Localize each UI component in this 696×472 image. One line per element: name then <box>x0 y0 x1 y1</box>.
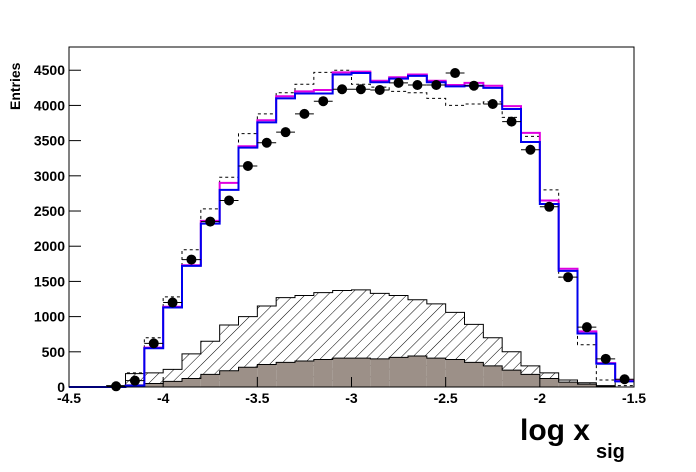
histogram-bar <box>558 382 578 387</box>
y-tick-label: 1000 <box>34 309 65 325</box>
histogram-bar <box>521 374 540 387</box>
y-tick-label: 4500 <box>34 62 65 78</box>
histogram-bar <box>144 383 164 387</box>
data-point <box>525 144 536 155</box>
x-axis-title: log x <box>520 414 590 447</box>
data-point <box>186 254 197 265</box>
histogram-bar <box>295 360 314 387</box>
histogram-bar <box>389 357 408 387</box>
data-point <box>242 160 253 171</box>
y-tick-label: 500 <box>42 344 66 360</box>
data-point <box>129 375 140 386</box>
data-point <box>355 84 366 95</box>
data-point <box>374 84 385 95</box>
data-point <box>600 353 611 364</box>
data-point <box>563 272 574 283</box>
data-point <box>205 216 216 227</box>
y-tick-label: 0 <box>57 379 65 395</box>
x-tick-label: -3 <box>345 390 358 406</box>
data-point <box>544 201 555 212</box>
histogram-bar <box>257 364 277 387</box>
x-tick-label: -3.5 <box>245 390 269 406</box>
histogram-bar <box>163 381 182 387</box>
histogram-line <box>69 72 634 388</box>
x-tick-label: -1.5 <box>622 390 646 406</box>
data-point <box>506 116 517 127</box>
histogram-outline <box>69 289 634 388</box>
histogram-bar <box>577 384 597 387</box>
histogram-bar <box>313 359 333 387</box>
histogram-bar <box>219 370 239 387</box>
x-tick-label: -4.5 <box>57 390 81 406</box>
data-point <box>261 137 272 148</box>
y-axis-title: Entries <box>7 62 23 110</box>
histogram-bar <box>332 358 352 387</box>
y-tick-label: 1500 <box>34 273 65 289</box>
y-tick-label: 2000 <box>34 238 65 254</box>
x-axis-subscript: sig <box>596 441 625 463</box>
histogram-bar <box>464 362 484 387</box>
histogram-bar <box>445 359 465 387</box>
y-tick-label: 4000 <box>34 97 65 113</box>
histogram-bar <box>370 358 390 387</box>
y-tick-label: 3500 <box>34 133 65 149</box>
data-point <box>431 80 442 91</box>
data-point <box>299 108 310 119</box>
data-point <box>318 96 329 107</box>
histogram-bar <box>238 367 258 387</box>
x-tick-label: -4 <box>157 390 170 406</box>
histogram-bar <box>351 358 371 387</box>
histogram-bar <box>483 365 503 387</box>
data-point <box>581 322 592 333</box>
histogram-bar <box>502 370 521 387</box>
x-tick-label: -2.5 <box>434 390 458 406</box>
data-point <box>468 80 479 91</box>
histogram-bar <box>408 356 427 387</box>
data-point <box>619 374 630 385</box>
data-point <box>393 77 404 88</box>
histogram-bar <box>182 378 201 387</box>
data-point <box>224 195 235 206</box>
y-tick-label: 3000 <box>34 168 65 184</box>
data-point <box>450 68 461 79</box>
data-point <box>412 80 423 91</box>
histogram-bar <box>200 374 220 387</box>
histogram-bar <box>426 358 446 387</box>
histogram-bar <box>276 362 295 387</box>
plot-area <box>69 68 634 392</box>
data-point <box>167 297 178 308</box>
data-point <box>111 381 122 392</box>
histogram-bar <box>539 378 559 387</box>
data-point <box>487 99 498 110</box>
x-tick-label: -2 <box>534 390 547 406</box>
y-tick-label: 2500 <box>34 203 65 219</box>
data-point <box>280 127 291 138</box>
data-point <box>148 338 159 349</box>
data-point <box>337 84 348 95</box>
